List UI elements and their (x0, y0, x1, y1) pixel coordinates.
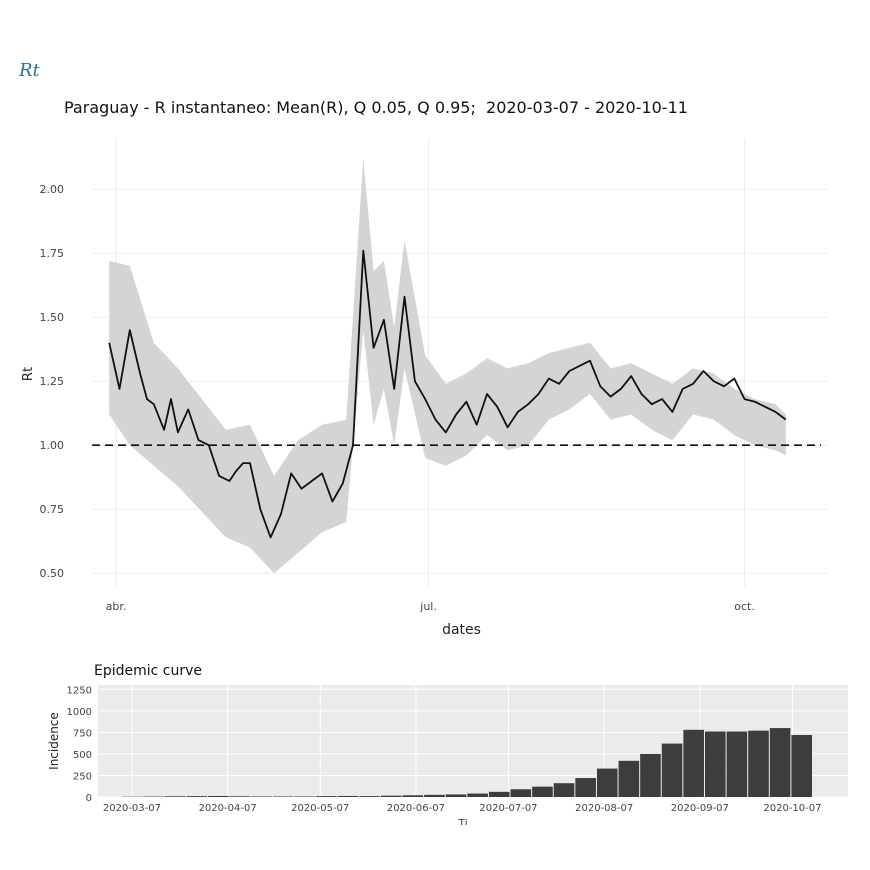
incidence-bar (337, 795, 359, 797)
y-tick-label: 0.75 (40, 503, 65, 516)
incidence-bar (769, 728, 791, 797)
incidence-bar (553, 783, 575, 797)
incidence-bar (618, 760, 640, 797)
incidence-bar (532, 786, 553, 797)
x-tick-label: 2020-09-07 (671, 803, 729, 814)
incidence-bar (726, 731, 748, 797)
y-tick-label: 750 (73, 728, 92, 739)
mean-r-line (108, 249, 787, 539)
x-tick-label: 2020-06-07 (387, 803, 445, 814)
incidence-bar (359, 796, 380, 797)
y-tick-label: 250 (73, 771, 92, 782)
incidence-bar (294, 796, 316, 797)
incidence-bar (467, 793, 488, 797)
x-tick-label: 2020-03-07 (103, 803, 161, 814)
incidence-bar (596, 768, 618, 797)
incidence-bar (488, 791, 510, 797)
y-axis-label: Incidence (47, 712, 61, 770)
y-tick-label: 500 (73, 750, 92, 761)
incidence-bar (229, 796, 251, 797)
incidence-bar (683, 729, 704, 797)
y-tick-label: 1000 (67, 707, 92, 718)
incidence-bar (272, 796, 294, 797)
x-tick-label: 2020-10-07 (763, 803, 821, 814)
y-tick-label: 1.00 (40, 439, 65, 452)
x-tick-label: 2020-05-07 (291, 803, 349, 814)
x-axis-label: dates (442, 622, 481, 638)
incidence-bar (575, 778, 596, 797)
incidence-bar (748, 730, 769, 797)
x-tick-label: oct. (734, 600, 755, 613)
x-tick-label: 2020-08-07 (575, 803, 633, 814)
incidence-bar (164, 796, 186, 797)
chart-title: Paraguay - R instantaneo: Mean(R), Q 0.0… (64, 98, 688, 117)
x-tick-label: 2020-07-07 (479, 803, 537, 814)
epidemic-curve-chart: 0 250 500 750 1000 1250 2020-03-07 2020-04-07 20… (47, 663, 848, 825)
incidence-bar (704, 731, 726, 797)
x-tick-label: jul. (419, 600, 437, 613)
y-axis-label: Rt (21, 367, 36, 381)
incidence-bar (186, 796, 208, 797)
incidence-bar (316, 796, 337, 797)
y-tick-label: 1.25 (40, 375, 65, 388)
y-tick-label: 0 (86, 793, 92, 804)
incidence-bar (791, 734, 813, 797)
incidence-bar (251, 796, 272, 797)
y-tick-label: 0.50 (40, 567, 65, 580)
x-tick-label: abr. (106, 600, 127, 613)
section-heading: Rt (19, 60, 40, 81)
y-tick-label: 1250 (67, 685, 92, 696)
rt-chart: 0.50 0.75 1.00 1.25 1.50 1.75 2.00 abr. jul. oct.… (21, 138, 827, 638)
incidence-bar (208, 795, 229, 797)
y-tick-label: 1.50 (40, 311, 65, 324)
y-tick-label: 1.75 (40, 247, 65, 260)
incidence-bar (661, 743, 683, 797)
incidence-bar (640, 753, 661, 797)
y-tick-label: 2.00 (40, 183, 65, 196)
incidence-bar (380, 795, 402, 797)
incidence-bar (402, 795, 424, 797)
credible-interval-band (109, 158, 786, 574)
incidence-bar (424, 794, 445, 797)
epi-chart-title: Epidemic curve (94, 663, 202, 679)
incidence-bar (510, 789, 532, 797)
x-tick-label: 2020-04-07 (199, 803, 257, 814)
incidence-bar (445, 794, 467, 797)
x-axis-label: Ti (457, 817, 467, 825)
